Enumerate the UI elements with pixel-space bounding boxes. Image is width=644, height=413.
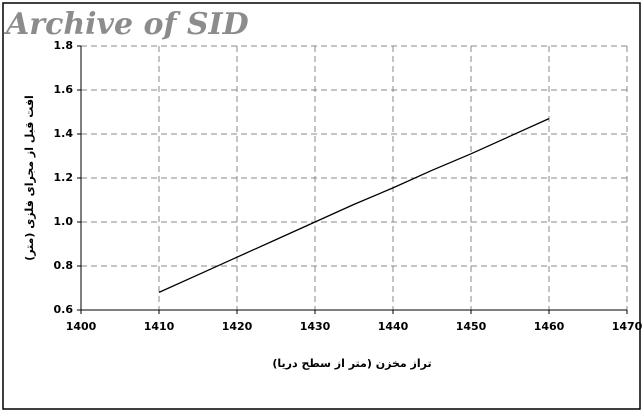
x-tick-label: 1450: [456, 320, 487, 333]
x-tick-label: 1440: [378, 320, 409, 333]
y-tick-label: 1.8: [54, 39, 74, 52]
y-tick-label: 1.4: [54, 127, 74, 140]
y-tick-label: 1.2: [54, 171, 74, 184]
x-tick-label: 1460: [534, 320, 565, 333]
watermark: Archive of SID: [3, 7, 249, 42]
line: [158, 118, 550, 293]
y-tick-label: 1.0: [54, 215, 74, 228]
y-tick-label: 0.6: [54, 303, 74, 316]
x-tick-label: 1400: [66, 320, 97, 333]
x-tick-label: 1430: [300, 320, 331, 333]
x-tick-label: 1420: [222, 320, 253, 333]
y-axis-label: افت قبل از مجرای فلزی (متر): [23, 95, 36, 261]
y-tick-label: 1.6: [54, 83, 74, 96]
y-tick-label: 0.8: [54, 259, 74, 272]
x-tick-label: 1410: [144, 320, 175, 333]
x-tick-label: 1470: [612, 320, 643, 333]
x-axis-label: تراز مخزن (متر از سطح دریا): [272, 357, 431, 370]
